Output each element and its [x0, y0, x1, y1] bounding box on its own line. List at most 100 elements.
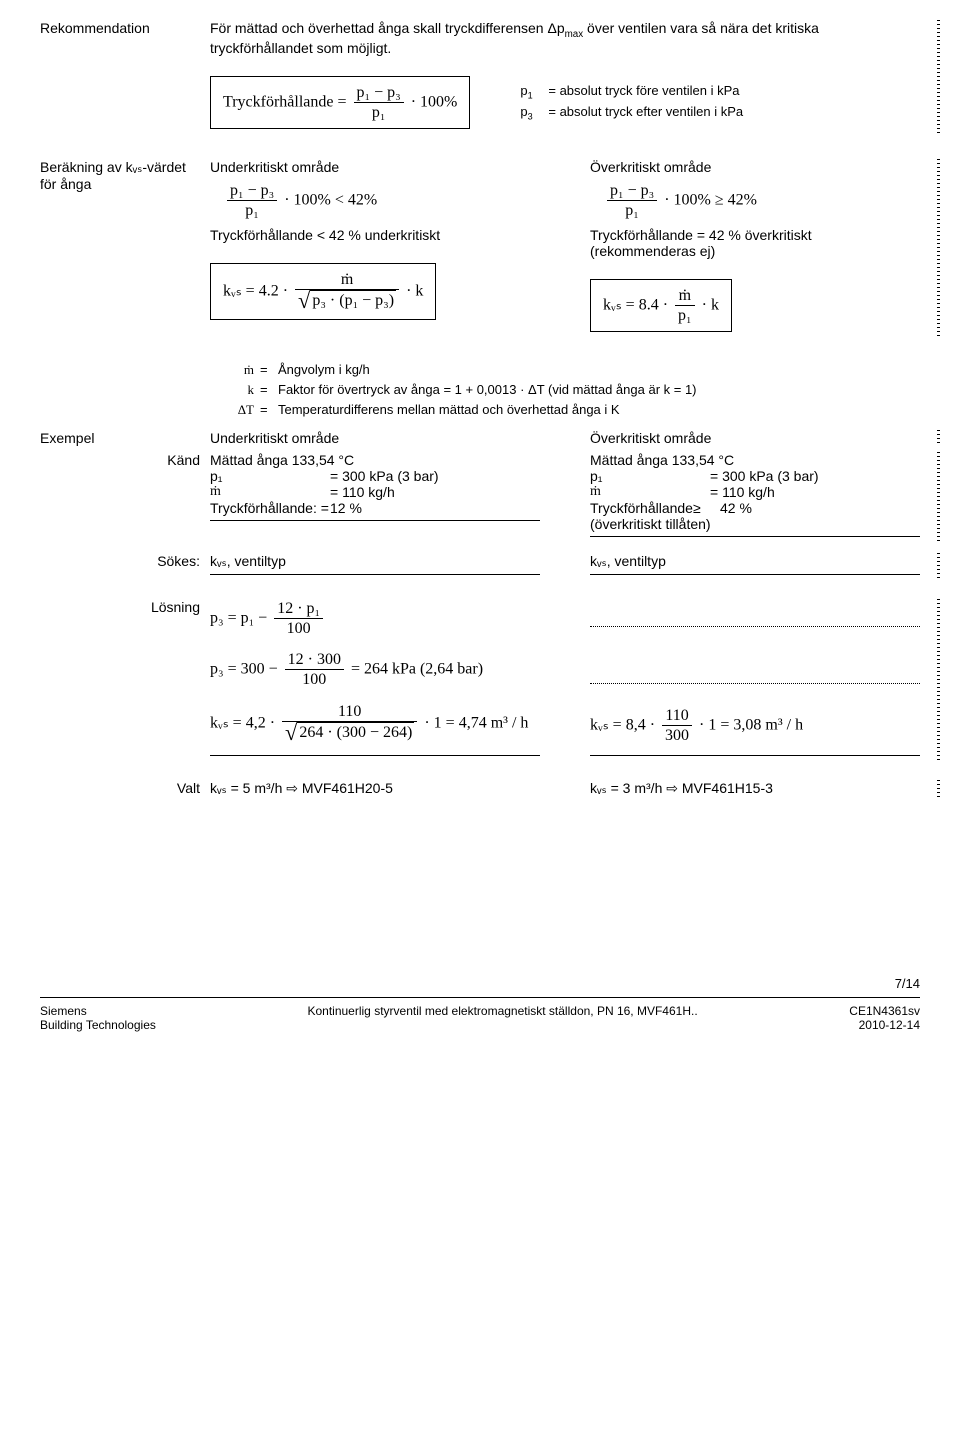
- ok-cond: p₁ − p₃ p₁ · 100% ≥ 42%: [604, 181, 920, 220]
- losning-ok-col: kᵥₛ = 8,4 · 110300 · 1 = 3,08 m³ / h: [590, 599, 920, 762]
- footer-date: 2010-12-14: [849, 1018, 920, 1032]
- uk-m-val: = 110 kg/h: [330, 484, 395, 500]
- uk-title: Underkritiskt område: [210, 159, 540, 175]
- valt-content: kᵥₛ = 5 m³/h ⇨ MVF461H20-5 kᵥₛ = 3 m³/h …: [210, 780, 920, 797]
- vert-dots-valt: [937, 780, 940, 797]
- losning-content: p₃ = p₁ − 12 · p₁100 p₃ = 300 − 12 · 300…: [210, 599, 920, 762]
- uk-kvs-sqrt: p₃ · (p₁ − p₃): [310, 290, 396, 312]
- ok-p1-lbl: p₁: [590, 468, 710, 484]
- los3-sqrt: 264 · (300 − 264): [297, 722, 414, 744]
- overkritiskt-col: Överkritiskt område p₁ − p₃ p₁ · 100% ≥ …: [590, 159, 920, 338]
- berakning-content: Underkritiskt område p₁ − p₃ p₁ · 100% <…: [210, 159, 920, 338]
- berakning-label: Beräkning av kᵥₛ-värdet för ånga: [40, 159, 210, 192]
- kand-uk-col: Mättad ånga 133,54 °C p₁= 300 kPa (3 bar…: [210, 452, 540, 543]
- ok-sat: Mättad ånga 133,54 °C: [590, 452, 920, 468]
- los4-lhs: kᵥₛ = 8,4 ·: [590, 716, 655, 733]
- uk-p1-lbl: p₁: [210, 468, 330, 484]
- uk-kvs-lhs: kᵥₛ = 4.2 ·: [223, 282, 288, 299]
- ex-ok-title: Överkritiskt område: [590, 430, 920, 446]
- los2-lhs: p₃ = 300 −: [210, 661, 278, 678]
- ok-kvs-lhs: kᵥₛ = 8.4 ·: [603, 296, 668, 313]
- uk-cond-rhs: · 100% < 42%: [284, 192, 377, 209]
- dotline: [590, 683, 920, 684]
- p3-sym: p3: [520, 104, 548, 122]
- exempel-content: Underkritiskt område Överkritiskt område: [210, 430, 920, 446]
- los3-rhs: · 1 = 4,74 m³ / h: [424, 714, 528, 731]
- valt-section: Valt kᵥₛ = 5 m³/h ⇨ MVF461H20-5 kᵥₛ = 3 …: [40, 780, 920, 797]
- uk-p1-val: = 300 kPa (3 bar): [330, 468, 439, 484]
- uk-kvs-tail: · k: [406, 282, 423, 299]
- p3-def: = absolut tryck efter ventilen i kPa: [548, 104, 743, 122]
- eq-sign: =: [260, 362, 278, 378]
- vert-dots-ex1: [937, 430, 940, 446]
- ok-kvs-tail: · k: [702, 296, 719, 313]
- vert-dots-rek: [937, 20, 940, 135]
- uk-cond-den: p₁: [227, 201, 277, 220]
- dotline: [590, 626, 920, 627]
- losning-label: Lösning: [40, 599, 210, 615]
- tf-label: Tryckförhållande =: [223, 93, 347, 110]
- los4-num: 110: [662, 706, 692, 726]
- ok-cond-rhs: · 100% ≥ 42%: [664, 192, 757, 209]
- los2-rhs: = 264 kPa (2,64 bar): [351, 661, 483, 678]
- p1-sym: p1: [520, 83, 548, 101]
- kand-content: Mättad ånga 133,54 °C p₁= 300 kPa (3 bar…: [210, 452, 920, 543]
- los1-num: 12 · p₁: [274, 599, 323, 619]
- los1-den: 100: [274, 619, 323, 638]
- los4-den: 300: [662, 726, 692, 745]
- los3: kᵥₛ = 4,2 · 110√264 · (300 − 264) · 1 = …: [210, 702, 540, 756]
- uk-note: Tryckförhållande < 42 % underkritiskt: [210, 227, 540, 243]
- uk-cond-num: p₁ − p₃: [227, 181, 277, 201]
- ok-kvs-box: kᵥₛ = 8.4 · ṁ p₁ · k: [590, 279, 732, 332]
- kand-ok-col: Mättad ånga 133,54 °C p₁= 300 kPa (3 bar…: [590, 452, 920, 543]
- ok-tf-lbl: Tryckförhållande≥: [590, 500, 720, 516]
- eq-sign: =: [260, 402, 278, 418]
- tf-den: p₁: [354, 103, 404, 122]
- def-m-sym: ṁ: [220, 362, 260, 378]
- uk-kvs-num: ṁ: [295, 270, 399, 290]
- valt-uk: kᵥₛ = 5 m³/h ⇨ MVF461H20-5: [210, 780, 540, 797]
- ok-note1: Tryckförhållande = 42 % överkritiskt: [590, 227, 812, 243]
- footer-mid: Kontinuerlig styrventil med elektromagne…: [307, 1004, 697, 1032]
- sokes-uk: kᵥₛ, ventiltyp: [210, 553, 540, 575]
- ok-title: Överkritiskt område: [590, 159, 920, 175]
- uk-tf-val: 12 %: [330, 500, 362, 516]
- los4-rhs: · 1 = 3,08 m³ / h: [699, 716, 803, 733]
- ex-uk-title: Underkritiskt område: [210, 430, 540, 446]
- los2-den: 100: [285, 670, 344, 689]
- ok-m-val: = 110 kg/h: [710, 484, 775, 500]
- ok-kvs-num: ṁ: [675, 286, 695, 306]
- def-k-sym: k: [220, 382, 260, 398]
- valt-label: Valt: [40, 780, 210, 796]
- def-dt-sym: ΔT: [220, 402, 260, 418]
- uk-m-lbl: ṁ: [210, 484, 330, 500]
- ok-tf-val: 42 %: [720, 500, 752, 516]
- rek-text-sub: max: [565, 29, 584, 40]
- footer-left: Siemens Building Technologies: [40, 1004, 156, 1032]
- p1-def: = absolut tryck före ventilen i kPa: [548, 83, 739, 101]
- ok-m-lbl: ṁ: [590, 484, 710, 500]
- los3-num: 110: [282, 702, 417, 722]
- sqrt-icon: √: [298, 290, 310, 312]
- tryckforhallande-box: Tryckförhållande = p₁ − p₃ p₁ · 100%: [210, 76, 470, 129]
- uk-kvs-box: kᵥₛ = 4.2 · ṁ √p₃ · (p₁ − p₃) · k: [210, 263, 436, 320]
- sokes-ok: kᵥₛ, ventiltyp: [590, 553, 920, 575]
- valt-ok: kᵥₛ = 3 m³/h ⇨ MVF461H15-3: [590, 780, 920, 797]
- vert-dots-kand: [937, 452, 940, 543]
- footer-right: CE1N4361sv 2010-12-14: [849, 1004, 920, 1032]
- uk-cond: p₁ − p₃ p₁ · 100% < 42%: [224, 181, 540, 220]
- los2-num: 12 · 300: [285, 650, 344, 670]
- rek-text-1: För mättad och överhettad ånga skall try…: [210, 20, 565, 36]
- losning-uk-col: p₃ = p₁ − 12 · p₁100 p₃ = 300 − 12 · 300…: [210, 599, 540, 762]
- kand-label: Känd: [40, 452, 210, 468]
- los1-lhs: p₃ = p₁ −: [210, 609, 267, 626]
- footer-docnum: CE1N4361sv: [849, 1004, 920, 1018]
- sqrt-icon: √: [285, 722, 297, 744]
- ok-note: Tryckförhållande = 42 % överkritiskt (re…: [590, 227, 920, 259]
- page-number: 7/14: [895, 976, 920, 991]
- exempel-section: Exempel Underkritiskt område Överkritisk…: [40, 430, 920, 446]
- kand-section: Känd Mättad ånga 133,54 °C p₁= 300 kPa (…: [40, 452, 920, 543]
- ok-cond-num: p₁ − p₃: [607, 181, 657, 201]
- sokes-content: kᵥₛ, ventiltyp kᵥₛ, ventiltyp: [210, 553, 920, 581]
- rekommendation-label: Rekommendation: [40, 20, 210, 36]
